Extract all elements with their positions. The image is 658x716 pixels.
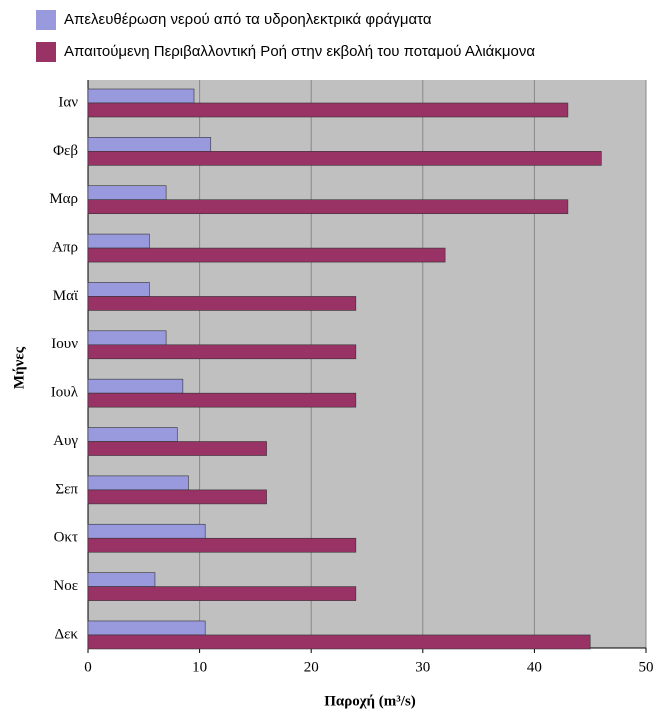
- x-tick-label: 50: [639, 659, 654, 675]
- y-tick-label: Ιουν: [51, 336, 78, 352]
- bar: [87, 572, 156, 587]
- y-tick-label: Ιουλ: [51, 385, 79, 401]
- legend-label: Απαιτούμενη Περιβαλλοντική Ροή στην εκβο…: [64, 43, 535, 60]
- bar: [87, 586, 357, 601]
- legend-swatch: [36, 10, 56, 30]
- bar: [87, 137, 212, 152]
- bar: [87, 392, 357, 408]
- bar: [87, 378, 184, 394]
- y-tick-label: Μαρ: [49, 191, 78, 207]
- legend-swatch: [36, 42, 56, 62]
- y-tick-label: Φεβ: [53, 143, 78, 159]
- bar: [87, 233, 150, 249]
- bar: [87, 199, 569, 215]
- x-tick-label: 40: [527, 659, 542, 675]
- bar: [87, 537, 357, 553]
- y-tick-label: Δεκ: [54, 626, 78, 642]
- bar: [87, 330, 167, 346]
- bar: [87, 475, 189, 491]
- bar: [87, 523, 206, 539]
- bar: [87, 151, 602, 166]
- bar: [87, 247, 446, 263]
- bar: [87, 489, 267, 505]
- x-tick-label: 20: [304, 659, 319, 675]
- bar: [87, 344, 357, 360]
- y-axis-label: Μήνες: [11, 346, 27, 389]
- bar: [87, 620, 206, 636]
- x-tick-label: 0: [84, 659, 92, 675]
- x-tick-label: 30: [415, 659, 430, 675]
- bar: [87, 88, 195, 104]
- bar: [87, 427, 178, 442]
- bar: [87, 634, 591, 650]
- bar: [87, 296, 357, 311]
- x-tick-label: 10: [192, 659, 207, 675]
- y-tick-label: Οκτ: [54, 530, 78, 546]
- y-tick-label: Μαϊ: [53, 288, 78, 304]
- bar: [87, 185, 167, 201]
- bar: [87, 441, 267, 456]
- bar: [87, 282, 150, 297]
- y-tick-label: Σεπ: [55, 481, 78, 497]
- plot-area: [88, 80, 646, 648]
- y-tick-label: Ιαν: [58, 94, 78, 110]
- bar: [87, 102, 569, 118]
- y-tick-label: Νοε: [53, 578, 78, 594]
- y-tick-label: Απρ: [52, 240, 78, 256]
- y-tick-label: Αυγ: [53, 433, 78, 449]
- legend-label: Απελευθέρωση νερού από τα υδροηλεκτρικά …: [64, 11, 432, 28]
- x-axis-label: Παροχή (m³/s): [324, 693, 416, 709]
